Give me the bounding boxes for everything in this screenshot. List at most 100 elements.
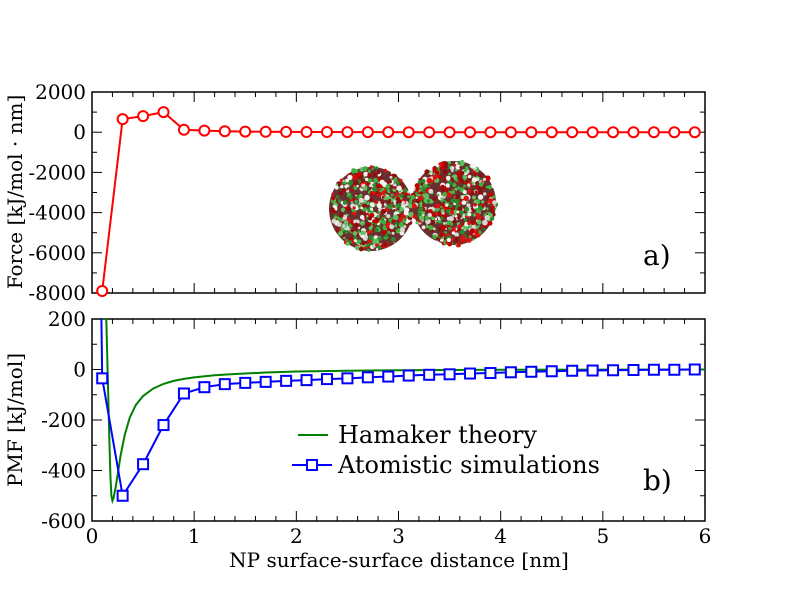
force-point — [320, 125, 333, 138]
force-point — [423, 126, 436, 139]
panel-a-ticks — [91, 91, 706, 294]
atomistic-point — [627, 364, 640, 377]
force-point — [668, 126, 681, 139]
panel-b-x-tick-label: 0 — [86, 524, 99, 548]
force-point — [137, 110, 150, 123]
x-axis-label: NP surface-surface distance [nm] — [229, 548, 569, 572]
panel-a-y-tick-label: 2000 — [35, 80, 86, 104]
panel-b-x-tick-label: 5 — [596, 524, 609, 548]
force-point — [464, 126, 477, 139]
legend-hamaker-label: Hamaker theory — [338, 421, 537, 449]
panel-b-y-tick-label: -600 — [41, 509, 86, 533]
atomistic-point — [566, 364, 579, 377]
atomistic-point — [647, 363, 660, 376]
panel-a-y-tick-label: -6000 — [28, 241, 86, 265]
force-point — [586, 126, 599, 139]
atomistic-point — [382, 370, 395, 383]
panel-b-y-tick-label: -400 — [41, 459, 86, 483]
atomistic-point — [300, 374, 313, 387]
panel-a-y-tick-labels: 2000 0 -2000 -4000 -6000 -8000 — [28, 80, 86, 305]
panel-b-ylabel: PMF [kJ/mol] — [3, 353, 27, 487]
force-point — [688, 126, 701, 139]
atomistic-point — [361, 371, 374, 384]
force-point — [443, 126, 456, 139]
force-point — [218, 125, 231, 138]
force-point — [116, 113, 129, 126]
force-point — [96, 284, 109, 297]
force-point — [382, 126, 395, 139]
force-point — [177, 123, 190, 136]
panel-a-label: a) — [643, 239, 671, 272]
nanoparticle-inset-image — [329, 159, 499, 252]
panel-b-x-tick-label: 4 — [494, 524, 507, 548]
atomistic-point — [177, 387, 190, 400]
force-point — [259, 125, 272, 138]
force-point — [402, 126, 415, 139]
panel-b-series — [96, 319, 705, 505]
force-point — [300, 125, 313, 138]
force-point — [361, 126, 374, 139]
atomistic-point — [586, 364, 599, 377]
panel-a-y-tick-label: -4000 — [28, 201, 86, 225]
atomistic-point — [320, 373, 333, 386]
atomistic-point — [280, 374, 293, 387]
panel-b-x-tick-label: 2 — [290, 524, 303, 548]
force-point — [280, 125, 293, 138]
atomistic-point — [341, 372, 354, 385]
legend-atomistic-marker — [306, 459, 318, 471]
panel-a-y-tick-label: 0 — [73, 120, 86, 144]
legend-atomistic-label: Atomistic simulations — [337, 451, 600, 479]
panel-b-y-tick-label: 200 — [48, 307, 86, 331]
right-nanoparticle — [410, 159, 499, 248]
force-point — [647, 126, 660, 139]
panel-b-y-tick-label: 0 — [73, 358, 86, 382]
force-point — [157, 106, 170, 119]
panel-a-ylabel: Force [kJ/mol · nm] — [3, 95, 27, 290]
atomistic-point — [443, 368, 456, 381]
force-point — [566, 126, 579, 139]
force-point — [525, 126, 538, 139]
panel-b-x-tick-label: 3 — [392, 524, 405, 548]
atomistic-point — [259, 375, 272, 388]
panel-b-x-tick-labels: 0 1 2 3 4 5 6 — [86, 524, 712, 548]
left-nanoparticle — [329, 165, 415, 252]
atomistic-point — [545, 365, 558, 378]
panel-b-x-tick-label: 6 — [699, 524, 712, 548]
panel-b-ticks — [91, 318, 706, 522]
force-point — [239, 125, 252, 138]
atomistic-point — [402, 369, 415, 382]
panel-a-series — [96, 106, 701, 297]
panel-a-y-tick-label: -2000 — [28, 160, 86, 184]
atomistic-point — [198, 381, 211, 394]
force-point — [627, 126, 640, 139]
atomistic-point — [116, 489, 129, 502]
atomistic-point — [239, 376, 252, 389]
atomistic-point — [218, 378, 231, 391]
panel-b-frame — [91, 318, 706, 522]
atomistic-point — [484, 367, 497, 380]
force-point — [504, 126, 517, 139]
atomistic-point — [688, 363, 701, 376]
atomistic-point — [525, 365, 538, 378]
panel-b-x-tick-label: 1 — [188, 524, 201, 548]
legend: Hamaker theory Atomistic simulations — [292, 421, 600, 479]
atomistic-point — [96, 372, 109, 385]
atomistic-point — [668, 363, 681, 376]
force-point — [545, 126, 558, 139]
panel-b-label: b) — [643, 464, 672, 497]
panel-b-y-tick-label: -200 — [41, 408, 86, 432]
atomistic-point — [607, 364, 620, 377]
force-point — [607, 126, 620, 139]
atomistic-point — [137, 458, 150, 471]
hamaker-theory-line — [101, 319, 705, 505]
force-point — [198, 124, 211, 137]
panel-a-y-tick-label: -8000 — [28, 281, 86, 305]
atomistic-point — [504, 366, 517, 379]
force-point — [341, 126, 354, 139]
atomistic-point — [157, 419, 170, 432]
force-point — [484, 126, 497, 139]
atomistic-point — [423, 368, 436, 381]
atomistic-point — [464, 367, 477, 380]
panel-b-y-tick-labels: 200 0 -200 -400 -600 — [41, 307, 86, 533]
